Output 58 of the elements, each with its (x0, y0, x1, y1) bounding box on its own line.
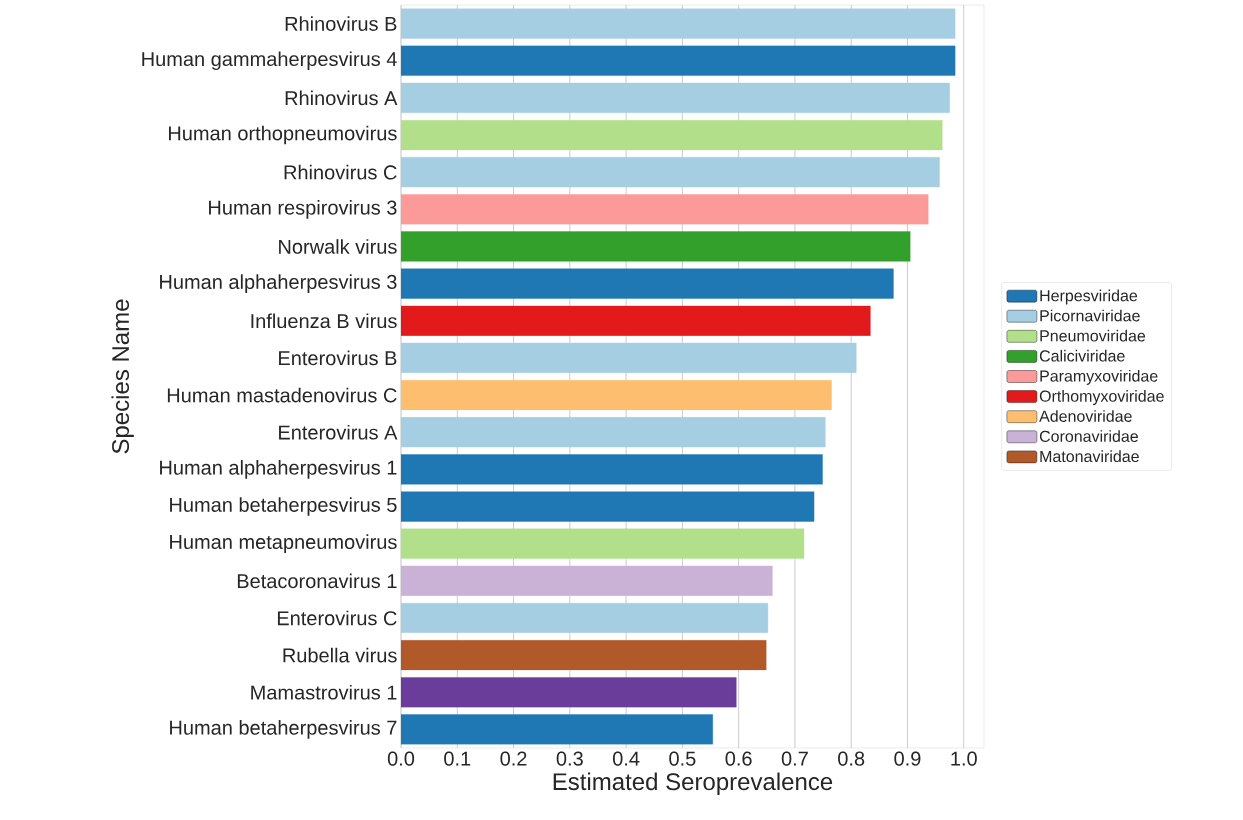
legend-label: Pneumoviridae (1040, 329, 1146, 342)
bar (401, 380, 832, 411)
bar (401, 454, 823, 485)
x-tick-label: 0.1 (444, 751, 471, 766)
bar (401, 677, 737, 708)
bar (401, 417, 826, 448)
bar (401, 82, 950, 113)
bar (401, 268, 894, 299)
x-tick-label: 0.5 (669, 751, 696, 766)
y-axis-title: Species Name (111, 299, 134, 454)
y-tick-label: Mamastrovirus 1 (251, 684, 397, 700)
y-tick-label: Rhinovirus B (285, 16, 397, 31)
legend-label: Orthomyxoviridae (1039, 390, 1164, 405)
y-tick-label: Rhinovirus A (285, 90, 398, 106)
legend-label: Adenoviridae (1039, 410, 1132, 422)
y-tick-label: Enterovirus B (279, 350, 397, 366)
x-tick-label: 0.4 (612, 751, 640, 766)
bar (401, 8, 956, 39)
x-tick-label: 0.2 (500, 751, 527, 766)
x-tick-label: 0.3 (556, 751, 583, 766)
bar (401, 491, 815, 522)
legend-label: Paramyxoviridae (1040, 369, 1158, 385)
bar (401, 342, 857, 373)
x-tick-label: 0.8 (838, 751, 865, 766)
y-tick-label: Enterovirus C (277, 610, 397, 626)
y-tick-label: Influenza B virus (251, 313, 397, 329)
y-tick-label: Human respirovirus 3 (209, 200, 397, 219)
x-axis-title: Estimated Seroprevalence (553, 772, 833, 795)
y-tick-label: Human betaherpesvirus 7 (170, 720, 397, 739)
legend-label: Caliciviridae (1039, 349, 1125, 362)
y-tick-label: Human metapneumovirus (170, 534, 397, 554)
bar (401, 45, 956, 76)
legend-label: Picornaviridae (1040, 309, 1140, 322)
y-tick-label: Betacoronavirus 1 (237, 573, 397, 589)
bar (401, 714, 713, 745)
x-tick-label: 1.0 (951, 751, 977, 766)
bar (401, 602, 769, 634)
bar (401, 640, 767, 671)
legend-label: Coronaviridae (1039, 430, 1138, 442)
y-tick-label: Norwalk virus (279, 239, 397, 254)
y-tick-label: Human mastadenovirus C (167, 387, 397, 403)
y-tick-label: Human alphaherpesvirus 3 (160, 274, 397, 293)
bar (401, 305, 871, 336)
y-tick-label: Enterovirus A (279, 424, 398, 440)
x-tick-label: 0.7 (781, 751, 808, 766)
y-tick-label: Rubella virus (283, 647, 397, 663)
y-tick-label: Human alphaherpesvirus 1 (160, 460, 397, 479)
legend-label: Herpesviridae (1040, 289, 1138, 305)
x-tick-label: 0.9 (894, 751, 921, 766)
legend-label: Matonaviridae (1040, 450, 1139, 463)
bar (401, 157, 940, 188)
y-tick-label: Human gammaherpesvirus 4 (142, 51, 397, 71)
y-tick-label: Rhinovirus C (284, 164, 397, 180)
y-tick-label: Human betaherpesvirus 5 (170, 497, 397, 516)
y-tick-label: Human orthopneumovirus (169, 125, 397, 145)
x-tick-label: 0.0 (387, 751, 415, 766)
bar (401, 565, 773, 596)
x-tick-label: 0.6 (725, 751, 752, 766)
